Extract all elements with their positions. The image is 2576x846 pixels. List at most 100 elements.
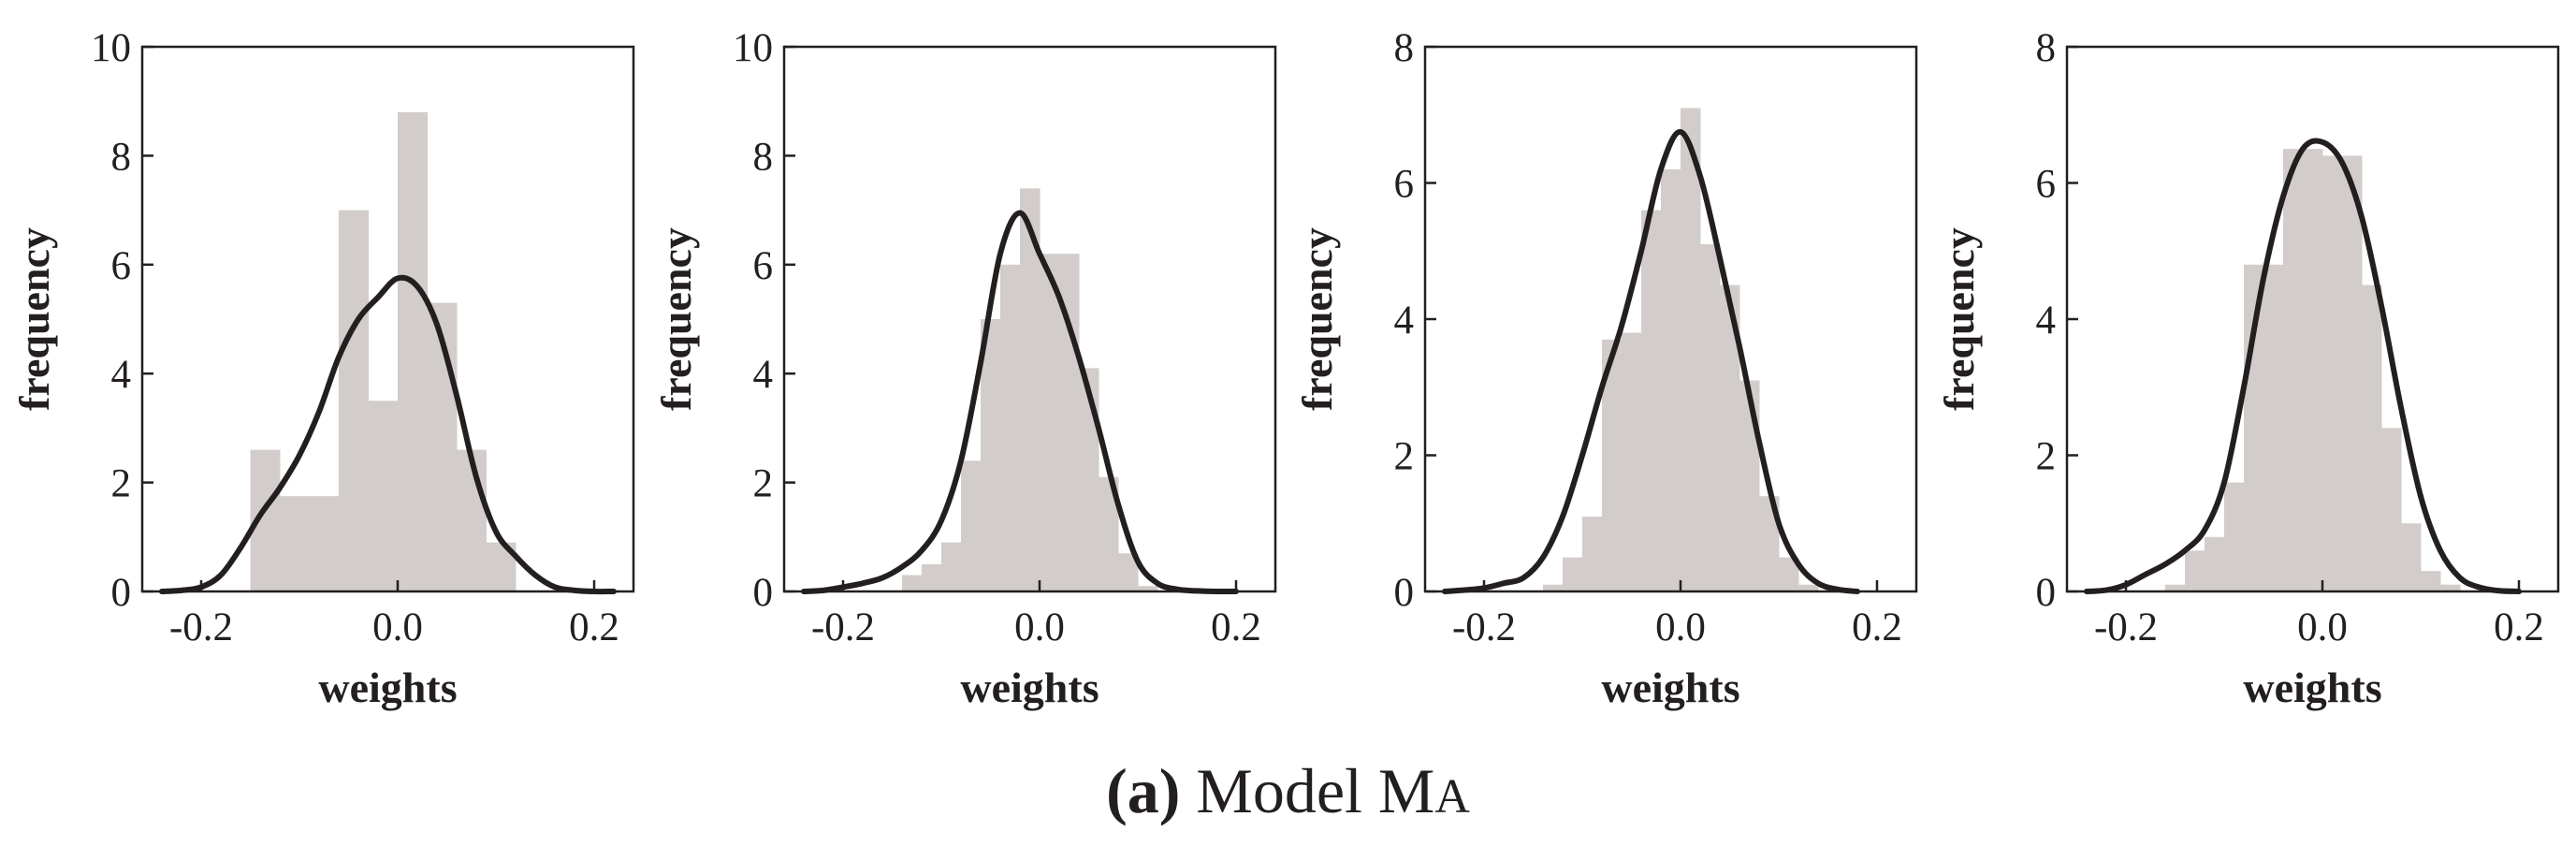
histogram-bar <box>1779 557 1799 591</box>
y-tick-label: 10 <box>733 26 773 70</box>
histogram-bar <box>398 111 428 592</box>
y-tick-label: 8 <box>1394 26 1415 70</box>
histogram-bar <box>2205 536 2225 591</box>
histogram-bar <box>2421 571 2441 591</box>
x-tick-label: -0.2 <box>811 605 875 649</box>
y-axis-label: frequency <box>1935 227 1983 411</box>
y-tick-label: 2 <box>753 462 774 506</box>
histogram-bar <box>1020 188 1041 591</box>
y-tick-label: 6 <box>753 244 774 288</box>
caption-subscript: A <box>1434 770 1470 824</box>
histogram-bar <box>2165 584 2186 591</box>
y-tick-label: 6 <box>1394 163 1415 207</box>
histogram-bar <box>2342 155 2363 591</box>
histogram-bar <box>2263 264 2284 591</box>
y-tick-label: 4 <box>111 353 132 397</box>
histogram-bar <box>922 563 942 591</box>
histogram-bar <box>1798 584 1819 591</box>
x-tick-label: -0.2 <box>1452 605 1516 649</box>
x-axis-label: weights <box>1601 664 1739 711</box>
y-tick-label: 8 <box>111 135 132 179</box>
histogram-bar <box>1543 584 1564 591</box>
y-tick-label: 8 <box>753 135 774 179</box>
histogram-bar <box>1739 380 1760 591</box>
figure-caption: (a) Model MA <box>0 749 2576 839</box>
y-tick-label: 0 <box>2036 571 2057 615</box>
histogram-bar <box>1681 108 1701 592</box>
kde-curve <box>801 210 1239 595</box>
histogram-bar <box>2224 482 2245 591</box>
y-tick-label: 4 <box>753 353 774 397</box>
histogram-bar <box>2303 149 2323 591</box>
x-tick-label: -0.2 <box>2094 605 2158 649</box>
y-tick-label: 0 <box>1394 571 1415 615</box>
y-axis-label: frequency <box>1293 227 1341 411</box>
y-axis-label: frequency <box>652 227 700 411</box>
histogram-bar <box>1661 168 1681 591</box>
y-tick-label: 10 <box>91 26 131 70</box>
histogram-bar <box>1700 243 1721 591</box>
histogram-bar <box>1138 586 1158 591</box>
histogram-bar <box>2381 428 2402 591</box>
caption-text: Model M <box>1196 755 1435 826</box>
histogram-bar <box>1641 210 1662 591</box>
histogram-bar <box>2244 264 2264 591</box>
histogram-bar <box>1720 284 1740 591</box>
kde-curve <box>1442 128 1860 594</box>
histogram-bar <box>457 449 487 591</box>
histogram-bar <box>2322 155 2343 591</box>
y-tick-label: 6 <box>111 244 132 288</box>
x-tick-label: 0.0 <box>1014 605 1065 649</box>
histogram-bar <box>1000 264 1021 591</box>
histogram-panel-4: 0 2 4 6 8 -0.2 0.0 0.2 weights frequency <box>1935 26 2560 711</box>
histogram-panel-1: 0 2 4 6 8 10 -0.2 0.0 0.2 weights frequency <box>10 26 635 711</box>
x-tick-label: 0.0 <box>2297 605 2348 649</box>
histogram-bar <box>1622 332 1642 591</box>
kde-curve <box>2084 138 2522 594</box>
y-tick-label: 0 <box>111 571 132 615</box>
y-tick-label: 2 <box>111 462 132 506</box>
histogram-bar <box>2362 284 2382 591</box>
x-axis-label: weights <box>2243 664 2381 711</box>
histogram-bar <box>309 496 340 591</box>
histogram-bar <box>1079 368 1099 591</box>
histogram-panel-3: 0 2 4 6 8 -0.2 0.0 0.2 weights frequency <box>1293 26 1918 711</box>
histogram-bar <box>2401 523 2422 591</box>
histogram-bar <box>961 460 982 591</box>
x-tick-label: 0.2 <box>1852 605 1902 649</box>
histogram-bar <box>2185 550 2205 591</box>
histogram-bar <box>1759 496 1780 591</box>
histogram-bar <box>280 496 310 591</box>
x-tick-label: 0.0 <box>1655 605 1706 649</box>
histogram-bar <box>368 401 399 591</box>
histogram-bar <box>1563 557 1583 591</box>
histogram-bar <box>1118 553 1139 591</box>
x-axis-label: weights <box>318 664 457 711</box>
y-tick-label: 4 <box>2036 299 2057 343</box>
histogram-bar <box>941 542 962 591</box>
histogram-bar <box>902 575 923 591</box>
y-tick-label: 2 <box>2036 435 2057 479</box>
figure: 0 2 4 6 8 10 -0.2 0.0 0.2 weights frequency 0 2 4 6 8 10… <box>10 26 2560 711</box>
x-axis-label: weights <box>960 664 1099 711</box>
histogram-bar <box>1582 516 1603 591</box>
y-tick-label: 8 <box>2036 26 2057 70</box>
plot-frame <box>140 45 635 593</box>
x-tick-label: 0.0 <box>372 605 423 649</box>
histogram-bar <box>339 210 369 591</box>
histogram-bar <box>1040 254 1060 591</box>
kde-curve <box>159 274 617 595</box>
caption-label: (a) <box>1106 755 1181 826</box>
histogram-bar <box>1099 476 1119 591</box>
x-tick-label: -0.2 <box>169 605 233 649</box>
histogram-panel-2: 0 2 4 6 8 10 -0.2 0.0 0.2 weights frequency <box>652 26 1277 711</box>
histogram-bar <box>981 319 1001 591</box>
histogram-bar <box>2283 149 2304 591</box>
histogram-bar <box>1602 339 1623 591</box>
x-tick-label: 0.2 <box>1211 605 1261 649</box>
y-tick-label: 4 <box>1394 299 1415 343</box>
y-tick-label: 6 <box>2036 163 2057 207</box>
histogram-bar <box>2440 584 2461 591</box>
plot-frame <box>782 45 1277 593</box>
x-tick-label: 0.2 <box>2494 605 2544 649</box>
